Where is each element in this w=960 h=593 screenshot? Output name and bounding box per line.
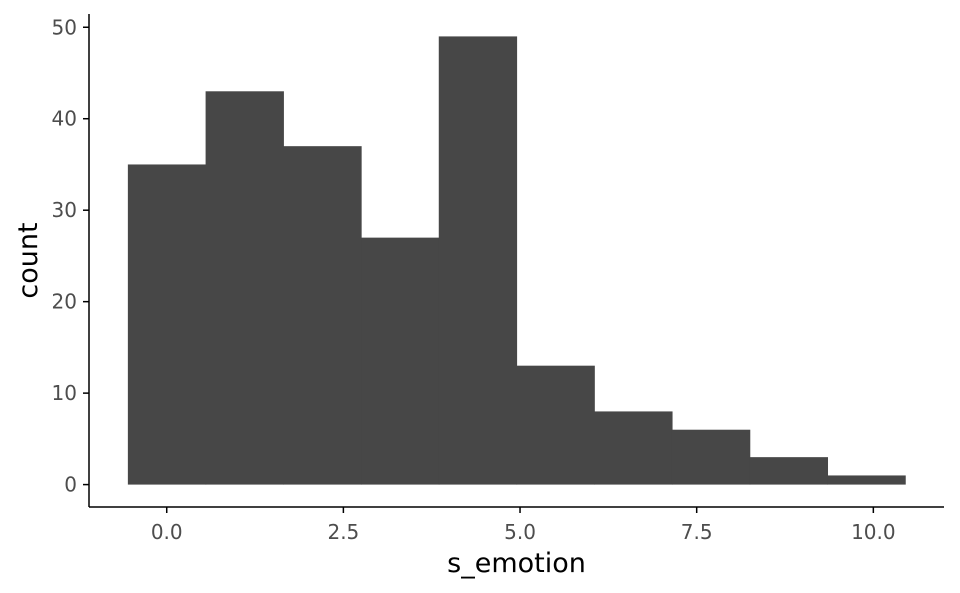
histogram-bar [749, 457, 829, 485]
histogram-bar [205, 91, 284, 485]
x-tick-label: 0.0 [151, 520, 183, 544]
y-axis-ticks: 0 10 20 30 40 50 [52, 15, 89, 497]
histogram-bar [127, 164, 207, 485]
histogram-bar [827, 475, 906, 485]
x-axis-ticks: 0.0 2.5 5.0 7.5 10.0 [151, 507, 896, 544]
y-tick-label: 0 [64, 473, 77, 497]
histogram-bar [438, 36, 518, 485]
histogram-bar [516, 365, 595, 485]
y-tick-label: 30 [52, 198, 77, 222]
y-tick-label: 20 [52, 290, 77, 314]
x-tick-label: 10.0 [851, 520, 896, 544]
bars-group [127, 36, 906, 485]
x-tick-label: 7.5 [681, 520, 713, 544]
histogram-bar [594, 411, 673, 485]
y-tick-label: 10 [52, 381, 77, 405]
y-tick-label: 50 [52, 15, 77, 39]
x-axis-title: s_emotion [447, 548, 586, 579]
x-tick-label: 5.0 [504, 520, 536, 544]
histogram-bar [283, 146, 362, 485]
y-tick-label: 40 [52, 107, 77, 131]
y-axis-title: count [13, 222, 44, 298]
histogram-bar [671, 429, 751, 485]
x-tick-label: 2.5 [327, 520, 359, 544]
histogram-bar [361, 237, 440, 485]
